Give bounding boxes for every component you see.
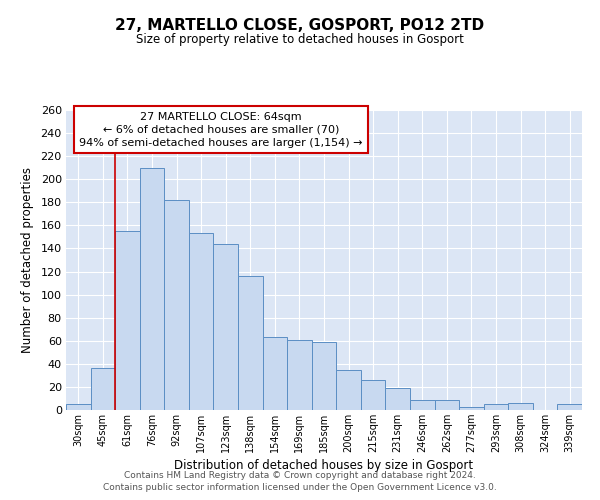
Bar (361, 380, 385, 410)
Y-axis label: Number of detached properties: Number of detached properties (20, 167, 34, 353)
Bar (66, 404, 91, 410)
Bar (434, 400, 459, 410)
Bar (189, 234, 214, 410)
Bar (508, 403, 533, 410)
Bar (484, 404, 508, 410)
Bar (164, 200, 189, 410)
Bar (115, 231, 140, 410)
Text: 27 MARTELLO CLOSE: 64sqm
← 6% of detached houses are smaller (70)
94% of semi-de: 27 MARTELLO CLOSE: 64sqm ← 6% of detache… (79, 112, 362, 148)
Bar (238, 276, 263, 410)
Bar (336, 370, 361, 410)
Bar (140, 168, 164, 410)
Bar (312, 342, 336, 410)
Bar (263, 338, 287, 410)
Text: Contains HM Land Registry data © Crown copyright and database right 2024.: Contains HM Land Registry data © Crown c… (124, 471, 476, 480)
X-axis label: Distribution of detached houses by size in Gosport: Distribution of detached houses by size … (175, 459, 473, 472)
Text: Contains public sector information licensed under the Open Government Licence v3: Contains public sector information licen… (103, 484, 497, 492)
Bar (410, 400, 434, 410)
Bar (91, 368, 115, 410)
Bar (385, 388, 410, 410)
Bar (214, 244, 238, 410)
Bar (459, 406, 484, 410)
Bar (557, 404, 582, 410)
Text: Size of property relative to detached houses in Gosport: Size of property relative to detached ho… (136, 32, 464, 46)
Text: 27, MARTELLO CLOSE, GOSPORT, PO12 2TD: 27, MARTELLO CLOSE, GOSPORT, PO12 2TD (115, 18, 485, 32)
Bar (287, 340, 312, 410)
